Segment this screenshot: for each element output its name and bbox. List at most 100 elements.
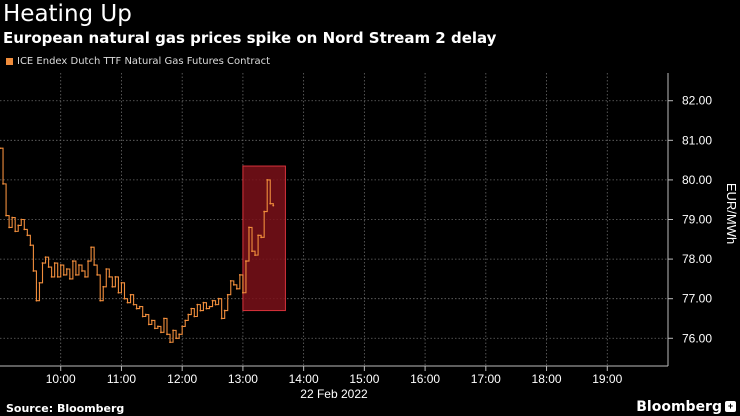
data-point <box>17 224 20 227</box>
data-point <box>11 216 14 219</box>
data-point <box>245 260 247 262</box>
data-point <box>108 276 111 278</box>
data-point <box>68 277 71 280</box>
y-tick-label: 80.00 <box>682 173 712 187</box>
data-point <box>141 315 144 318</box>
y-tick-label: 81.00 <box>682 133 712 147</box>
data-point <box>5 214 7 217</box>
x-tick-label: 16:00 <box>410 372 440 386</box>
series-layer <box>0 147 275 344</box>
x-axis-label: 22 Feb 2022 <box>300 387 368 401</box>
data-point <box>138 305 141 308</box>
x-tick-label: 15:00 <box>349 372 379 386</box>
highlight-layer <box>242 165 286 312</box>
x-tick-label: 17:00 <box>471 372 501 386</box>
data-point <box>87 260 89 262</box>
data-point <box>153 327 156 330</box>
bloomberg-logo-icon: + <box>725 401 736 412</box>
y-tick-label: 79.00 <box>682 213 712 227</box>
data-point <box>96 274 99 276</box>
source-note: Source: Bloomberg <box>6 402 125 415</box>
data-point <box>226 293 229 296</box>
data-point <box>20 218 23 221</box>
data-point <box>238 274 241 276</box>
x-tick-label: 14:00 <box>289 372 319 386</box>
data-point <box>156 325 159 328</box>
data-point <box>266 179 269 181</box>
data-point <box>75 274 77 276</box>
axis-layer: 76.00 77.00 78.00 79.00 80.00 81.00 82.00 10:00… <box>0 73 739 401</box>
data-point <box>181 325 184 328</box>
data-point <box>29 244 32 247</box>
data-point <box>2 182 4 185</box>
data-point <box>172 329 174 332</box>
chart-subtitle: European natural gas prices spike on Nor… <box>3 29 497 47</box>
data-point <box>163 317 165 320</box>
data-point <box>217 297 220 300</box>
y-tick-label: 78.00 <box>682 252 712 266</box>
data-point <box>150 319 153 322</box>
x-tick-label: 11:00 <box>107 372 136 386</box>
x-tick-label: 10:00 <box>46 372 76 386</box>
data-point <box>248 226 250 229</box>
data-point <box>169 341 171 344</box>
data-point <box>232 283 235 286</box>
data-point <box>0 147 1 150</box>
data-point <box>62 274 65 276</box>
grid-layer <box>0 73 668 366</box>
data-point <box>235 287 238 290</box>
highlight-box <box>242 165 286 312</box>
data-point <box>251 250 253 253</box>
data-point <box>175 337 178 340</box>
data-point <box>32 270 35 272</box>
bloomberg-logo-text: Bloomberg <box>636 399 722 415</box>
y-axis-label: EUR/MWh <box>724 183 739 244</box>
data-point <box>38 281 41 284</box>
data-point <box>99 299 102 302</box>
data-point <box>23 228 26 231</box>
y-tick-label: 77.00 <box>682 292 712 306</box>
data-point <box>102 285 105 288</box>
data-point <box>220 317 223 320</box>
x-tick-label: 18:00 <box>532 372 562 386</box>
legend: ICE Endex Dutch TTF Natural Gas Futures … <box>6 56 270 67</box>
data-point <box>187 313 190 316</box>
y-tick-label: 76.00 <box>682 331 712 345</box>
x-tick-label: 13:00 <box>228 372 258 386</box>
data-point <box>35 299 38 302</box>
data-point <box>84 276 86 278</box>
data-point <box>147 323 150 326</box>
data-point <box>56 276 59 278</box>
data-point <box>144 313 147 316</box>
data-point <box>53 262 56 264</box>
data-point <box>123 297 126 300</box>
data-point <box>135 307 138 310</box>
data-point <box>190 307 193 310</box>
data-point <box>120 281 123 284</box>
data-point <box>8 226 11 229</box>
data-point <box>257 234 259 237</box>
data-point <box>65 268 68 270</box>
data-point <box>26 234 29 237</box>
data-point <box>254 254 256 257</box>
data-point <box>208 305 211 308</box>
data-point <box>260 236 263 239</box>
data-point <box>263 210 266 213</box>
data-point <box>199 309 202 312</box>
data-point <box>105 268 108 270</box>
data-point <box>196 303 199 306</box>
data-point <box>205 307 208 310</box>
y-tick-label: 82.00 <box>682 94 712 108</box>
x-tick-label: 19:00 <box>592 372 622 386</box>
data-point <box>242 291 244 294</box>
data-point <box>184 319 187 322</box>
data-point <box>202 301 205 304</box>
series-line <box>0 147 274 343</box>
data-point <box>47 266 50 268</box>
data-point <box>126 301 129 304</box>
data-point <box>269 202 272 205</box>
data-point <box>14 230 17 233</box>
data-point <box>44 256 47 259</box>
data-point <box>193 315 196 318</box>
